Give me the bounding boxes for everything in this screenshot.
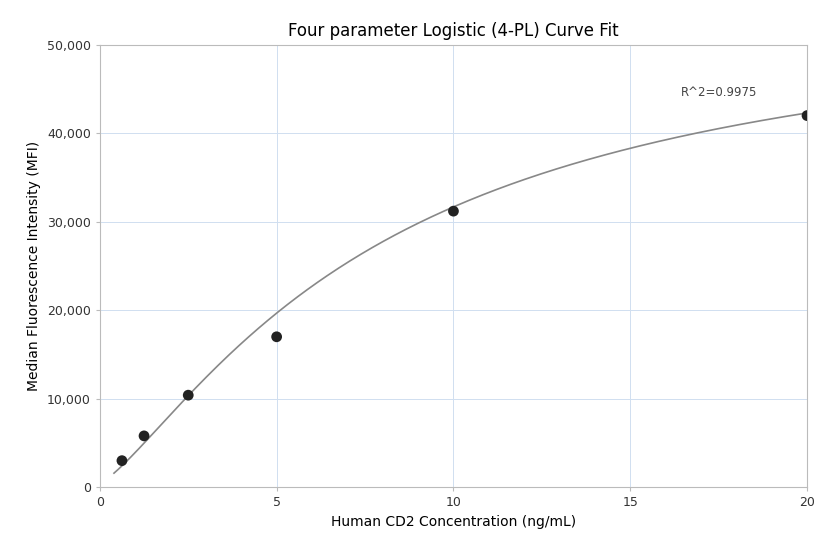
- Point: [800, 111, 814, 120]
- Text: R^2=0.9975: R^2=0.9975: [681, 86, 758, 99]
- Point: [116, 456, 129, 465]
- Point: [447, 207, 460, 216]
- Point: [270, 332, 283, 341]
- Point: [137, 431, 151, 440]
- Y-axis label: Median Fluorescence Intensity (MFI): Median Fluorescence Intensity (MFI): [27, 141, 42, 391]
- X-axis label: Human CD2 Concentration (ng/mL): Human CD2 Concentration (ng/mL): [331, 515, 576, 529]
- Point: [181, 391, 195, 400]
- Title: Four parameter Logistic (4-PL) Curve Fit: Four parameter Logistic (4-PL) Curve Fit: [288, 22, 619, 40]
